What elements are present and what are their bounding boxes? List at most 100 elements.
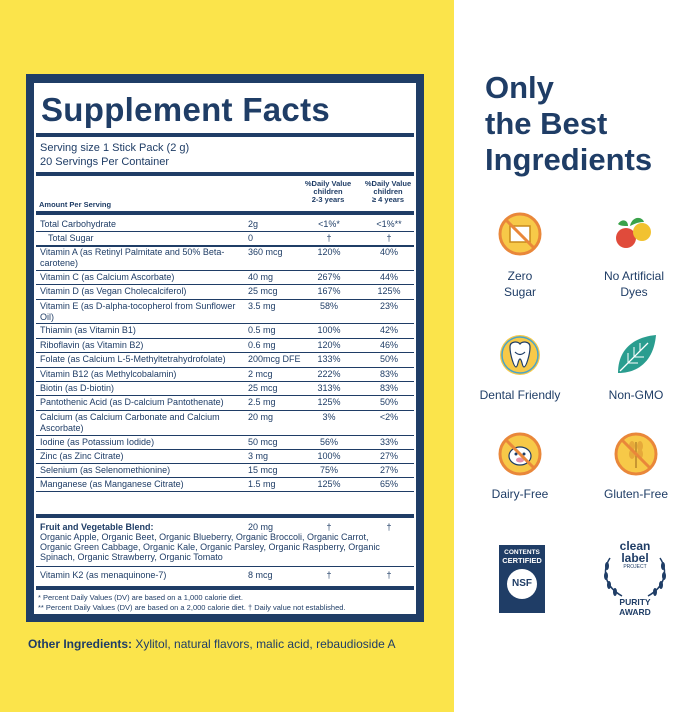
serving-size: Serving size 1 Stick Pack (2 g) xyxy=(40,142,190,154)
nutrient-name: Vitamin E (as D-alpha-tocopherol from Su… xyxy=(40,301,236,322)
divider xyxy=(36,211,414,215)
dv-header-2-3: %Daily Value children 2-3 years xyxy=(304,179,352,204)
divider xyxy=(36,586,414,590)
nutrient-row: Manganese (as Manganese Citrate) 1.5 mg 12… xyxy=(36,477,414,492)
nutrient-dv-2-3: 125% xyxy=(317,479,341,489)
nutrient-dv-4-plus: 83% xyxy=(379,369,398,379)
nutrient-amount: 0 xyxy=(248,233,254,243)
nutrient-dv-2-3: 125% xyxy=(317,397,341,407)
nutrient-dv-4-plus: 40% xyxy=(379,247,398,257)
nutrient-row: Total Carbohydrate 2g <1%* <1%** xyxy=(36,217,414,232)
nutrient-dv-4-plus: 27% xyxy=(379,451,398,461)
nutrient-row: Vitamin E (as D-alpha-tocopherol from Su… xyxy=(36,299,414,324)
nutrient-dv-2-3: 167% xyxy=(317,286,341,296)
feature-no-artificial-dyes: No Artificial Dyes xyxy=(603,269,665,299)
nutrient-name: Vitamin C (as Calcium Ascorbate) xyxy=(40,272,175,282)
nutrient-amount: 25 mcg xyxy=(248,286,278,296)
amount-per-serving-header: Amount Per Serving xyxy=(39,200,112,209)
k2-amount: 8 mcg xyxy=(248,570,273,580)
footnote-1000-cal: * Percent Daily Values (DV) are based on… xyxy=(38,593,243,602)
fruit-veg-icon xyxy=(616,217,651,248)
blend-name: Fruit and Vegetable Blend: xyxy=(40,522,154,532)
divider xyxy=(36,514,414,518)
nutrient-amount: 20 mg xyxy=(248,412,274,422)
no-gluten-icon xyxy=(614,432,658,476)
feature-gluten-free: Gluten-Free xyxy=(603,487,669,501)
nutrient-dv-2-3: 3% xyxy=(322,412,336,422)
nutrient-row: Calcium (as Calcium Carbonate and Calciu… xyxy=(36,410,414,436)
nutrient-name: Thiamin (as Vitamin B1) xyxy=(40,325,136,335)
nutrient-name: Riboflavin (as Vitamin B2) xyxy=(40,340,144,350)
nutrient-dv-2-3: 58% xyxy=(319,301,338,311)
nutrient-dv-4-plus: 33% xyxy=(379,437,398,447)
nutrient-dv-2-3: 56% xyxy=(319,437,338,447)
nutrient-dv-4-plus: <1%** xyxy=(376,219,402,229)
nutrient-dv-2-3: 222% xyxy=(317,369,341,379)
nutrient-dv-2-3: 133% xyxy=(317,354,341,364)
blend-dv1: † xyxy=(326,522,332,532)
nutrient-dv-4-plus: <2% xyxy=(379,412,399,422)
nutrient-dv-2-3: 313% xyxy=(317,383,341,393)
dv-header-4-plus: %Daily Value children ≥ 4 years xyxy=(364,179,412,204)
nutrient-dv-2-3: 120% xyxy=(317,247,341,257)
fruit-veg-blend-row: Fruit and Vegetable Blend: 20 mg † † Org… xyxy=(36,520,414,567)
other-ingredients: Other Ingredients: Xylitol, natural flav… xyxy=(28,637,395,651)
nutrient-dv-4-plus: 46% xyxy=(379,340,398,350)
other-ingredients-text: Xylitol, natural flavors, malic acid, re… xyxy=(132,637,396,651)
right-panel: Only the Best Ingredients Zero Sugar No … xyxy=(454,0,679,712)
nutrient-row: Zinc (as Zinc Citrate) 3 mg 100% 27% xyxy=(36,449,414,464)
nutrient-name: Vitamin D (as Vegan Cholecalciferol) xyxy=(40,286,187,296)
nutrient-dv-4-plus: 42% xyxy=(379,325,398,335)
nutrient-name: Total Sugar xyxy=(48,233,94,243)
nutrient-row: Vitamin A (as Retinyl Palmitate and 50% … xyxy=(36,245,414,271)
nutrient-amount: 2g xyxy=(248,219,259,229)
servings-per-container: 20 Servings Per Container xyxy=(40,156,170,168)
feature-non-gmo: Non-GMO xyxy=(608,388,664,402)
tooth-icon xyxy=(500,335,540,375)
nutrient-name: Iodine (as Potassium Iodide) xyxy=(40,437,155,447)
supplement-facts-inner: Supplement Facts Serving size 1 Stick Pa… xyxy=(34,83,416,586)
nutrient-row: Total Sugar 0 † † xyxy=(36,231,414,247)
laurel-wreath-icon xyxy=(604,557,666,597)
other-ingredients-label: Other Ingredients: xyxy=(28,637,133,651)
nutrient-row: Selenium (as Selenomethionine) 15 mcg 75% 2… xyxy=(36,463,414,478)
nutrient-amount: 2.5 mg xyxy=(248,397,276,407)
supplement-facts-title: Supplement Facts xyxy=(41,91,331,128)
feature-dental-friendly: Dental Friendly xyxy=(479,388,561,402)
nutrient-name: Vitamin A (as Retinyl Palmitate and 50% … xyxy=(40,247,225,268)
feature-dairy-free: Dairy-Free xyxy=(491,487,549,501)
nutrient-row: Vitamin B12 (as Methylcobalamin) 2 mcg 222… xyxy=(36,367,414,382)
nutrient-row: Biotin (as D-biotin) 25 mcg 313% 83% xyxy=(36,381,414,396)
nutrient-name: Manganese (as Manganese Citrate) xyxy=(40,479,184,489)
nsf-certified-badge: CONTENTS CERTIFIED NSF xyxy=(499,545,545,613)
blend-amount: 20 mg xyxy=(248,522,274,532)
nutrient-dv-4-plus: 23% xyxy=(379,301,398,311)
nutrient-row: Vitamin C (as Calcium Ascorbate) 40 mg 267… xyxy=(36,270,414,285)
nutrient-amount: 200mcg DFE xyxy=(248,354,301,364)
nutrient-name: Folate (as Calcium L-5-Methyltetrahydrof… xyxy=(40,354,226,364)
nutrient-name: Total Carbohydrate xyxy=(40,219,117,229)
nutrient-row: Pantothenic Acid (as D-calcium Pantothen… xyxy=(36,395,414,411)
nutrient-dv-2-3: 100% xyxy=(317,325,341,335)
vitamin-k2-row: Vitamin K2 (as menaquinone-7) 8 mcg † † xyxy=(36,568,414,583)
divider xyxy=(36,133,414,137)
nutrient-amount: 25 mcg xyxy=(248,383,278,393)
nutrient-row: Riboflavin (as Vitamin B2) 0.6 mg 120% 46% xyxy=(36,338,414,353)
nutrient-amount: 2 mcg xyxy=(248,369,273,379)
nutrient-dv-4-plus: 27% xyxy=(379,465,398,475)
nutrient-dv-2-3: 100% xyxy=(317,451,341,461)
nutrient-row: Folate (as Calcium L-5-Methyltetrahydrof… xyxy=(36,352,414,368)
nutrient-dv-2-3: 75% xyxy=(319,465,338,475)
nutrient-row: Vitamin D (as Vegan Cholecalciferol) 25 m… xyxy=(36,284,414,300)
nutrient-dv-4-plus: 125% xyxy=(377,286,401,296)
no-dairy-icon xyxy=(498,432,542,476)
nutrient-amount: 3.5 mg xyxy=(248,301,276,311)
nutrient-amount: 50 mcg xyxy=(248,437,278,447)
headline: Only the Best Ingredients xyxy=(485,70,653,177)
k2-name: Vitamin K2 (as menaquinone-7) xyxy=(40,570,167,580)
nutrient-dv-2-3: 120% xyxy=(317,340,341,350)
blend-dv2: † xyxy=(386,522,392,532)
nutrient-dv-4-plus: 83% xyxy=(379,383,398,393)
nutrient-row: Iodine (as Potassium Iodide) 50 mcg 56% 33% xyxy=(36,435,414,450)
nutrient-name: Pantothenic Acid (as D-calcium Pantothen… xyxy=(40,397,224,407)
